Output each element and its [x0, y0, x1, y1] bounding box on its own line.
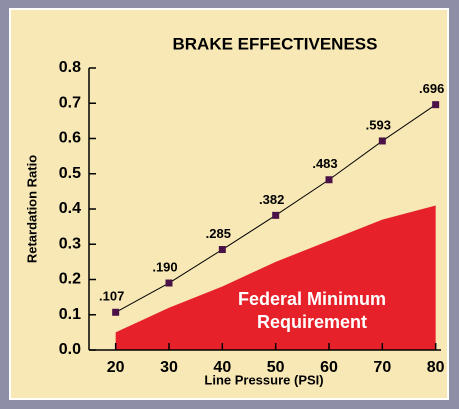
value-label: .285 [206, 226, 231, 241]
marker [272, 211, 280, 219]
y-tick-label: 0.8 [59, 59, 81, 76]
marker [325, 176, 333, 184]
marker [218, 246, 226, 254]
x-tick-label: 60 [320, 359, 338, 376]
value-label: .190 [152, 259, 177, 274]
y-tick-label: 0.6 [59, 130, 81, 147]
area [115, 205, 436, 350]
y-tick-label: 0.2 [59, 271, 81, 288]
x-tick-label: 30 [160, 359, 178, 376]
value-label: .696 [419, 81, 444, 96]
y-tick-label: 0.1 [59, 306, 81, 323]
value-label: .593 [366, 117, 391, 132]
x-tick-label: 40 [213, 359, 231, 376]
marker [165, 279, 173, 287]
chart-title: BRAKE EFFECTIVENESS [173, 34, 378, 53]
x-tick-label: 50 [267, 359, 285, 376]
x-tick-label: 20 [107, 359, 125, 376]
y-axis-label: Retardation Ratio [24, 155, 39, 263]
y-tick-label: 0.5 [59, 165, 81, 182]
y-tick-label: 0.0 [59, 341, 81, 358]
marker [112, 308, 120, 316]
x-axis-label: Line Pressure (PSI) [204, 372, 323, 387]
value-label: .483 [312, 156, 337, 171]
value-label: .107 [99, 289, 124, 304]
y-tick-label: 0.7 [59, 94, 81, 111]
x-tick-label: 80 [427, 359, 445, 376]
marker [378, 137, 386, 145]
y-tick-label: 0.4 [59, 200, 81, 217]
y-tick-label: 0.3 [59, 235, 81, 252]
x-tick-label: 70 [373, 359, 391, 376]
area-label: Federal Minimum Requirement [237, 289, 387, 332]
value-label: .382 [259, 192, 284, 207]
marker [432, 101, 440, 109]
